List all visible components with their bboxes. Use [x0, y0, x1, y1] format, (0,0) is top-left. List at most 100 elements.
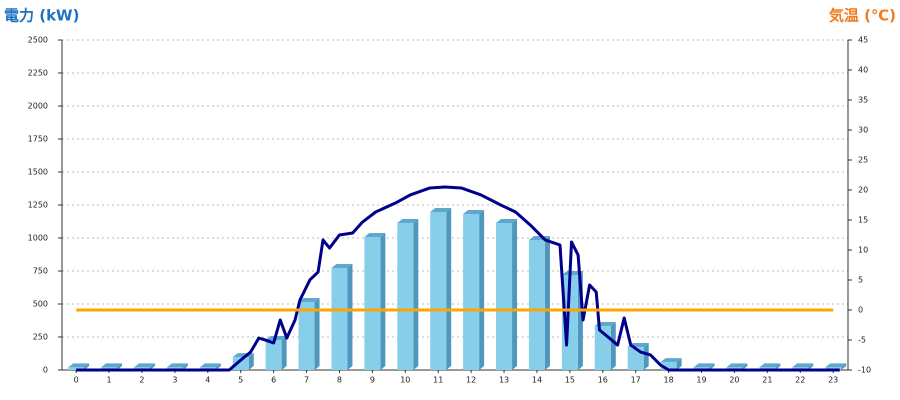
x-tick-label: 23: [828, 376, 838, 385]
bar-side: [775, 363, 781, 370]
y-tick-label: 1000: [28, 234, 48, 243]
y2-tick-label: 30: [858, 126, 868, 135]
y2-tick-label: 35: [858, 96, 868, 105]
bar-side: [643, 343, 649, 370]
y2-tick-label: 40: [858, 66, 868, 75]
bar-side: [742, 363, 748, 370]
bar-side: [117, 363, 123, 370]
bar-top: [199, 363, 221, 368]
bar: [397, 222, 414, 370]
bar-side: [314, 298, 320, 370]
x-tick-label: 18: [664, 376, 674, 385]
bar-top: [68, 363, 90, 368]
bar-side: [380, 232, 386, 370]
y-tick-label: 1250: [28, 201, 48, 210]
y2-tick-label: 0: [858, 306, 863, 315]
bar-side: [347, 263, 353, 370]
bar-side: [709, 363, 715, 370]
bar-top: [133, 363, 155, 368]
y2-tick-label: 20: [858, 186, 868, 195]
x-tick-label: 16: [598, 376, 608, 385]
y2-tick-label: 45: [858, 36, 868, 45]
y2-tick-label: 15: [858, 216, 868, 225]
bar: [528, 239, 545, 370]
bar: [331, 267, 348, 370]
bar-side: [446, 207, 452, 370]
x-tick-label: 15: [565, 376, 575, 385]
x-tick-label: 4: [205, 376, 210, 385]
bar-top: [726, 363, 748, 368]
bar-top: [101, 363, 123, 368]
bar: [298, 302, 315, 370]
bar: [430, 211, 447, 370]
bar-side: [479, 209, 485, 370]
x-tick-label: 20: [729, 376, 739, 385]
x-tick-label: 0: [74, 376, 79, 385]
y-tick-label: 0: [43, 366, 48, 375]
x-tick-label: 12: [466, 376, 476, 385]
bar-side: [841, 363, 847, 370]
x-tick-label: 22: [795, 376, 805, 385]
bar: [660, 362, 677, 370]
bar-top: [298, 298, 320, 303]
x-tick-label: 1: [107, 376, 112, 385]
bar-top: [397, 218, 419, 223]
x-tick-label: 19: [696, 376, 706, 385]
y-tick-label: 1750: [28, 135, 48, 144]
bar-side: [676, 358, 682, 370]
y2-tick-label: -10: [858, 366, 871, 375]
bar-side: [215, 363, 221, 370]
bar-top: [561, 270, 583, 275]
x-tick-label: 5: [238, 376, 243, 385]
bar: [627, 347, 644, 370]
bar-top: [660, 358, 682, 363]
y-tick-label: 1500: [28, 168, 48, 177]
y2-tick-label: 25: [858, 156, 868, 165]
bar-side: [610, 322, 616, 370]
bar-top: [825, 363, 847, 368]
bar-top: [166, 363, 188, 368]
x-tick-label: 6: [271, 376, 276, 385]
bar-side: [413, 218, 419, 370]
bar-side: [281, 336, 287, 370]
bar-side: [544, 235, 550, 370]
bar-side: [182, 363, 188, 370]
y2-tick-label: -5: [858, 336, 866, 345]
x-tick-label: 11: [433, 376, 443, 385]
bar: [232, 357, 249, 370]
bar-top: [463, 209, 485, 214]
x-tick-label: 14: [532, 376, 542, 385]
y-tick-label: 2500: [28, 36, 48, 45]
bar-top: [430, 207, 452, 212]
x-tick-label: 13: [499, 376, 509, 385]
x-tick-label: 8: [337, 376, 342, 385]
bar-side: [149, 363, 155, 370]
y-tick-label: 2250: [28, 69, 48, 78]
power-line: [76, 185, 840, 372]
y-tick-label: 2000: [28, 102, 48, 111]
x-tick-label: 3: [172, 376, 177, 385]
bar-side: [808, 363, 814, 370]
bar: [364, 236, 381, 370]
bar-top: [496, 218, 518, 223]
y2-tick-label: 10: [858, 246, 868, 255]
bar: [265, 340, 282, 370]
x-tick-label: 21: [762, 376, 772, 385]
y-tick-label: 500: [33, 300, 48, 309]
bar-side: [248, 353, 254, 370]
y2-title: 気温 (℃): [829, 7, 896, 25]
x-tick-label: 10: [400, 376, 410, 385]
bar-side: [512, 218, 518, 370]
y-tick-label: 750: [33, 267, 48, 276]
x-tick-label: 2: [139, 376, 144, 385]
chart-title: 電力 (kW): [4, 7, 79, 25]
bar-top: [792, 363, 814, 368]
y2-tick-label: 5: [858, 276, 863, 285]
bar-top: [759, 363, 781, 368]
bar-top: [693, 363, 715, 368]
x-tick-label: 7: [304, 376, 309, 385]
bar-top: [331, 263, 353, 268]
x-tick-label: 9: [370, 376, 375, 385]
x-tick-label: 17: [631, 376, 641, 385]
